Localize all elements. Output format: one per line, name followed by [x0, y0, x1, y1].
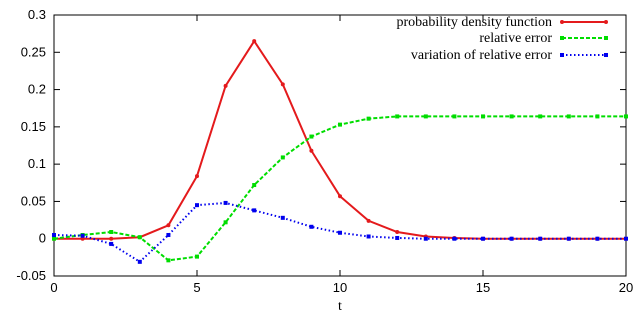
y-tick-label: 0.15: [21, 119, 46, 134]
y-tick-label: 0: [39, 231, 46, 246]
data-point: [109, 241, 114, 246]
data-point: [252, 183, 257, 188]
data-point: [566, 114, 571, 119]
axis-ticks: 0 5 10 15 20 -0.05 0 0.05 0.1 0.15 0.2 0.25 0.3: [16, 7, 633, 295]
series-variation-of-relative-error: [52, 200, 628, 264]
series-line: [53, 201, 626, 264]
legend-marker: [560, 53, 564, 57]
data-point: [195, 174, 199, 179]
legend-label: variation of relative error: [411, 48, 552, 63]
data-point: [366, 234, 371, 239]
data-point: [166, 258, 171, 263]
data-point: [109, 230, 114, 235]
data-point: [223, 83, 228, 88]
series-layer: [52, 39, 628, 264]
data-point: [395, 230, 400, 235]
data-point: [223, 200, 228, 205]
x-tick-label: 0: [50, 280, 57, 295]
y-tick-label: 0.05: [21, 193, 46, 208]
data-point: [252, 208, 257, 213]
x-tick-label: 20: [619, 280, 633, 295]
data-point: [395, 235, 400, 240]
data-point: [109, 236, 114, 241]
data-point: [309, 148, 314, 153]
legend-item-probability-density-function: probability density function: [396, 15, 608, 30]
data-point: [52, 236, 56, 241]
data-point: [624, 114, 628, 119]
y-tick-label: 0.3: [28, 7, 46, 22]
x-tick-label: 5: [193, 280, 200, 295]
data-point: [338, 122, 342, 127]
data-point: [338, 230, 342, 235]
legend-item-variation-of-relative-error: variation of relative error: [411, 48, 608, 63]
data-point: [166, 223, 171, 228]
data-point: [309, 134, 314, 139]
data-point: [137, 259, 142, 264]
data-point: [423, 114, 428, 119]
series-line: [54, 39, 626, 240]
y-tick-label: 0.25: [21, 44, 46, 59]
data-point: [166, 232, 171, 237]
data-point: [509, 236, 514, 241]
data-point: [366, 218, 371, 223]
data-point: [252, 39, 257, 44]
data-point: [452, 236, 457, 241]
x-axis-label: t: [338, 299, 342, 314]
y-tick-label: 0.1: [28, 156, 46, 171]
data-point: [538, 236, 543, 241]
legend-label: probability density function: [396, 15, 552, 30]
data-point: [452, 114, 457, 119]
x-tick-label: 10: [333, 280, 347, 295]
data-point: [481, 236, 485, 241]
x-tick-label: 15: [476, 280, 490, 295]
data-point: [423, 236, 428, 241]
legend-marker: [560, 20, 564, 24]
data-point: [80, 233, 85, 238]
legend-item-relative-error: relative error: [479, 31, 608, 46]
data-point: [366, 116, 371, 121]
data-point: [624, 236, 628, 241]
legend-marker: [560, 36, 564, 40]
data-point: [280, 82, 285, 87]
series-probability-density-function: [52, 39, 628, 241]
data-point: [195, 203, 199, 208]
y-tick-label: -0.05: [16, 268, 46, 283]
data-point: [595, 236, 600, 241]
data-point: [566, 236, 571, 241]
data-point: [280, 215, 285, 220]
legend-label: relative error: [479, 31, 552, 46]
y-tick-label: 0.2: [28, 82, 46, 97]
data-point: [137, 235, 142, 240]
data-point: [481, 114, 485, 119]
data-point: [280, 155, 285, 160]
data-point: [309, 224, 314, 229]
data-point: [595, 114, 600, 119]
data-point: [395, 114, 400, 119]
data-point: [223, 220, 228, 225]
data-point: [338, 194, 342, 199]
data-point: [538, 114, 543, 119]
legend-marker: [604, 20, 608, 24]
data-point: [509, 114, 514, 119]
data-point: [195, 254, 199, 259]
legend-marker: [604, 53, 608, 57]
legend-marker: [604, 36, 608, 40]
data-point: [52, 232, 56, 237]
